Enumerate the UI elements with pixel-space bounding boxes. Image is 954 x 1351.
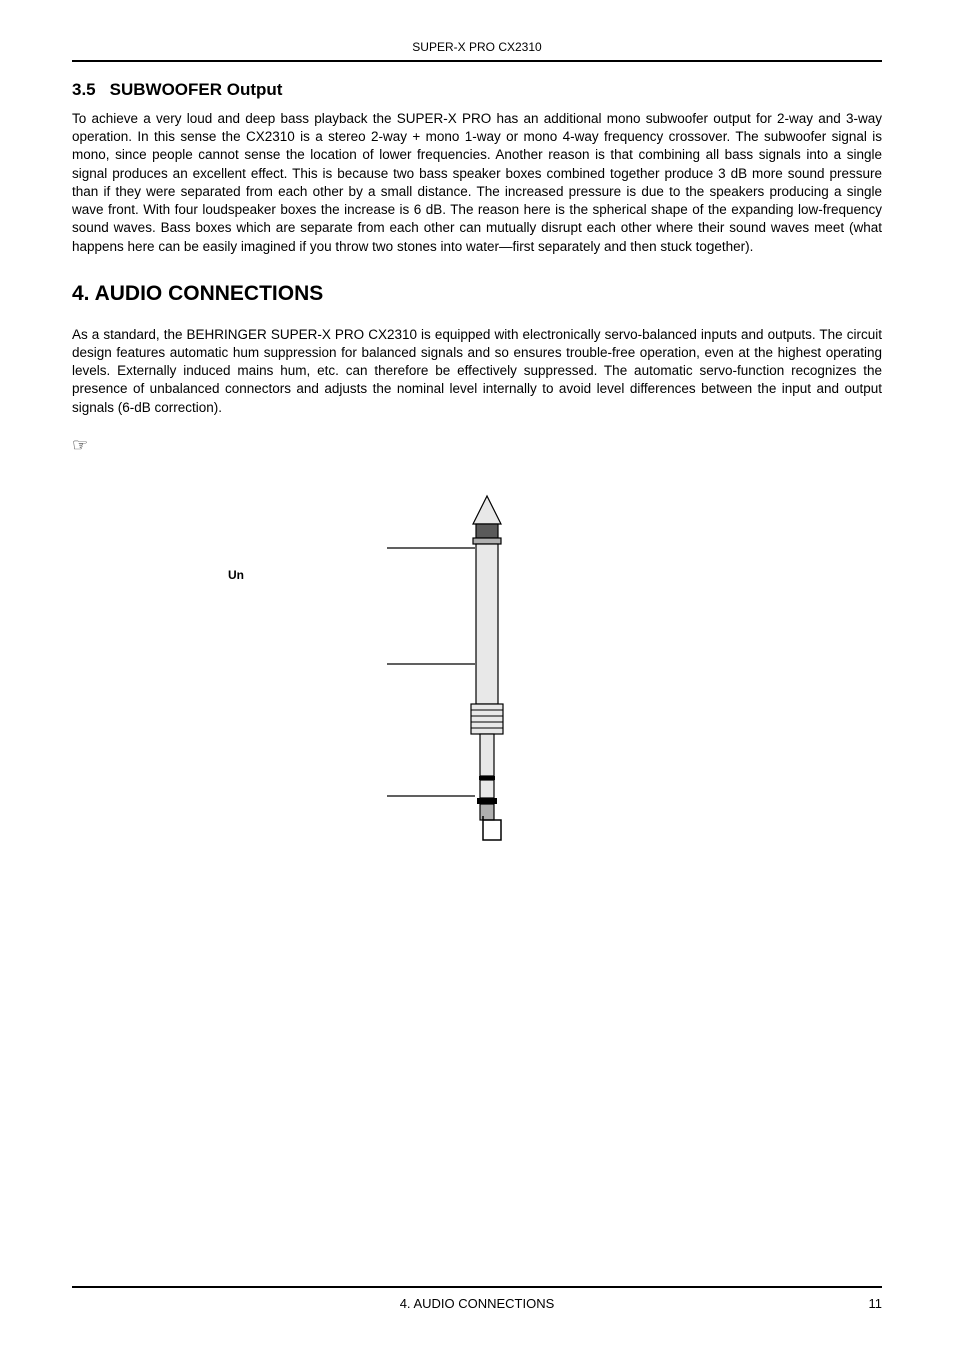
- section-3-5-title: SUBWOOFER Output: [110, 80, 283, 99]
- page-footer: 4. AUDIO CONNECTIONS 11: [72, 1286, 882, 1311]
- page-header: SUPER-X PRO CX2310: [72, 40, 882, 62]
- header-product: SUPER-X PRO CX2310: [412, 40, 541, 54]
- footer-text: 4. AUDIO CONNECTIONS: [72, 1296, 882, 1311]
- section-4-body: As a standard, the BEHRINGER SUPER-X PRO…: [72, 326, 882, 417]
- section-3-5-body: To achieve a very loud and deep bass pla…: [72, 110, 882, 256]
- section-4-heading: 4. AUDIO CONNECTIONS: [72, 282, 882, 306]
- section-3-5-heading: 3.5 SUBWOOFER Output: [72, 80, 882, 100]
- section-3-5-number: 3.5: [72, 80, 96, 99]
- jack-plug-diagram: [327, 486, 627, 866]
- diagram-label-un: Un: [228, 568, 244, 582]
- footer-page-number: 11: [869, 1296, 883, 1311]
- note-hand-icon: ☞: [72, 435, 882, 456]
- jack-diagram-container: [72, 486, 882, 866]
